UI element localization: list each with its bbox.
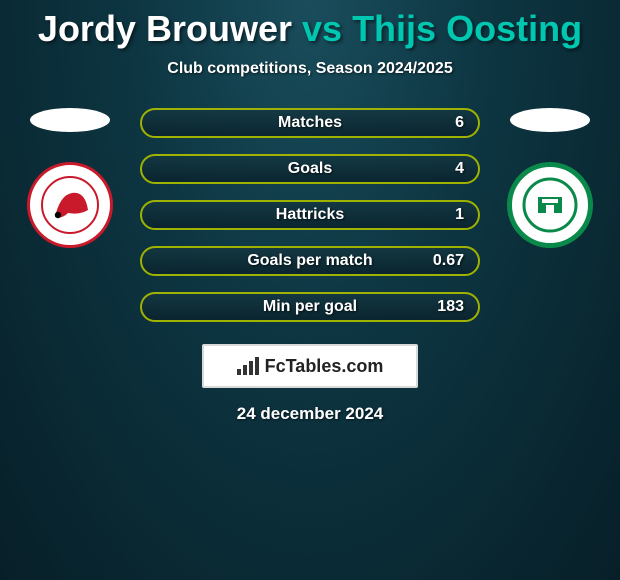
stat-label: Matches bbox=[278, 114, 342, 132]
date-text: 24 december 2024 bbox=[0, 404, 620, 424]
stat-value: 4 bbox=[455, 160, 464, 178]
chart-icon bbox=[237, 357, 259, 375]
brand-text: FcTables.com bbox=[265, 356, 384, 377]
stat-value: 0.67 bbox=[433, 252, 464, 270]
stats-bars: Matches 6 Goals 4 Hattricks 1 Goals per … bbox=[140, 108, 480, 322]
stat-label: Hattricks bbox=[276, 206, 344, 224]
stat-row: Goals per match 0.67 bbox=[140, 246, 480, 276]
player1-name: Jordy Brouwer bbox=[38, 8, 292, 49]
vs-text: vs bbox=[302, 8, 342, 49]
stat-label: Min per goal bbox=[263, 298, 357, 316]
stat-label: Goals bbox=[288, 160, 332, 178]
player2-name: Thijs Oosting bbox=[352, 8, 582, 49]
right-club-badge bbox=[507, 162, 593, 248]
right-ellipse bbox=[510, 108, 590, 132]
right-side bbox=[500, 108, 600, 248]
content-row: Matches 6 Goals 4 Hattricks 1 Goals per … bbox=[0, 108, 620, 322]
stat-row: Hattricks 1 bbox=[140, 200, 480, 230]
brand-box: FcTables.com bbox=[202, 344, 418, 388]
left-club-badge bbox=[27, 162, 113, 248]
stat-value: 183 bbox=[437, 298, 464, 316]
left-side bbox=[20, 108, 120, 248]
stat-row: Goals 4 bbox=[140, 154, 480, 184]
left-ellipse bbox=[30, 108, 110, 132]
stat-label: Goals per match bbox=[247, 252, 372, 270]
stat-value: 6 bbox=[455, 114, 464, 132]
subtitle-text: Club competitions, Season 2024/2025 bbox=[0, 60, 620, 78]
stat-value: 1 bbox=[455, 206, 464, 224]
comparison-title: Jordy Brouwer vs Thijs Oosting bbox=[0, 0, 620, 50]
stat-row: Matches 6 bbox=[140, 108, 480, 138]
almere-icon bbox=[40, 175, 100, 235]
stat-row: Min per goal 183 bbox=[140, 292, 480, 322]
groningen-icon bbox=[520, 175, 580, 235]
